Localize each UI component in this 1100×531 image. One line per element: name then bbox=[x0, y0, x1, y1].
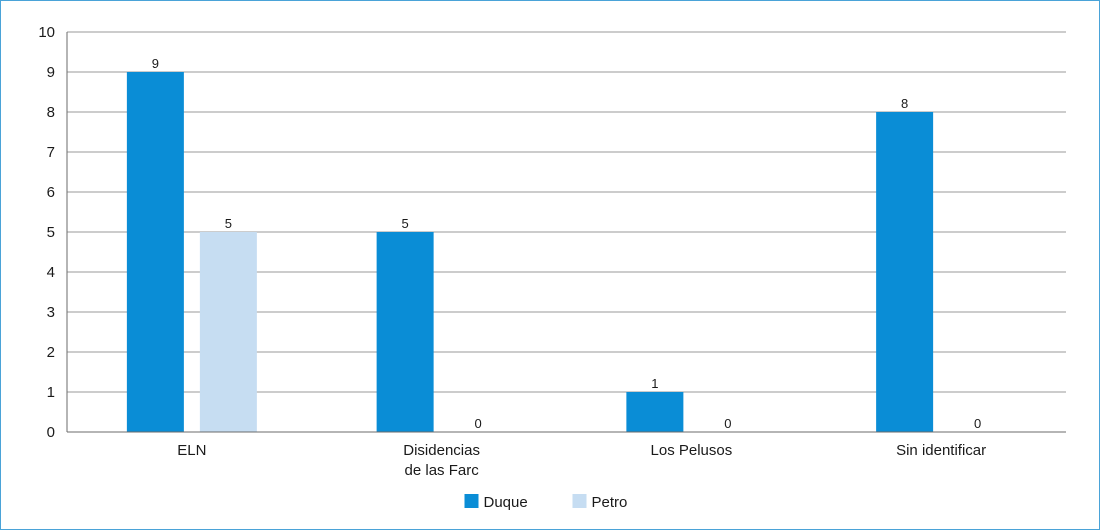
y-tick-label: 6 bbox=[47, 184, 55, 201]
y-axis: 0 1 2 3 4 5 6 7 8 9 10 bbox=[38, 24, 68, 441]
legend-label: Duque bbox=[484, 494, 528, 511]
data-label: 8 bbox=[901, 96, 908, 111]
legend: Duque Petro bbox=[464, 494, 628, 511]
y-tick-label: 1 bbox=[47, 384, 55, 401]
bar bbox=[376, 232, 434, 432]
data-label: 1 bbox=[651, 376, 658, 391]
data-label: 5 bbox=[402, 216, 409, 231]
y-tick-label: 5 bbox=[47, 224, 55, 241]
bar bbox=[876, 112, 934, 432]
legend-swatch bbox=[464, 494, 479, 508]
legend-label: Petro bbox=[592, 494, 628, 511]
y-tick-label: 7 bbox=[47, 144, 55, 161]
data-label: 0 bbox=[475, 416, 482, 431]
x-tick-label: Sin identificar bbox=[896, 442, 986, 459]
y-tick-label: 10 bbox=[38, 24, 55, 41]
legend-swatch bbox=[572, 494, 587, 508]
data-label: 9 bbox=[152, 56, 159, 71]
data-label: 0 bbox=[974, 416, 981, 431]
x-tick-label: Disidencias bbox=[403, 442, 480, 459]
bar bbox=[626, 392, 684, 432]
data-label: 5 bbox=[225, 216, 232, 231]
y-tick-label: 8 bbox=[47, 104, 55, 121]
x-tick-label: de las Farc bbox=[405, 462, 480, 479]
data-label: 0 bbox=[724, 416, 731, 431]
bars: 9 5 5 0 1 0 8 0 bbox=[126, 56, 981, 432]
y-tick-label: 2 bbox=[47, 344, 55, 361]
x-tick-label: ELN bbox=[177, 442, 206, 459]
bar bbox=[126, 72, 184, 432]
x-tick-label: Los Pelusos bbox=[651, 442, 733, 459]
bar bbox=[199, 232, 257, 432]
y-tick-label: 4 bbox=[47, 264, 55, 281]
x-axis: ELN Disidencias de las Farc Los Pelusos Sin … bbox=[67, 431, 1066, 479]
y-tick-label: 0 bbox=[47, 424, 55, 441]
y-tick-label: 3 bbox=[47, 304, 55, 321]
y-tick-label: 9 bbox=[47, 64, 55, 81]
